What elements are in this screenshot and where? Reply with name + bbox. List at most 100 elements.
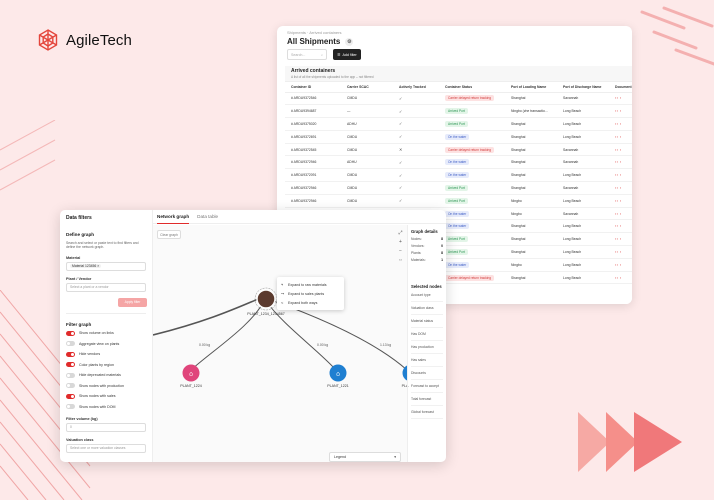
panel-title: Arrived containers <box>291 68 336 74</box>
graph-details-panel: Graph details Nodes: 8 Vendors: 0 Plants: 8 Ma… <box>407 225 446 462</box>
plant-node-right[interactable] <box>402 365 408 382</box>
toggle-row[interactable]: Show volume on links <box>66 329 146 337</box>
fullscreen-icon[interactable]: ⤢ <box>398 230 403 236</box>
filter-volume-field[interactable]: 0 <box>66 422 146 432</box>
toggle-row[interactable]: Show nodes with sales <box>66 392 146 400</box>
column-header[interactable]: Actively Tracked <box>393 82 439 93</box>
carrier-scac: CMDU <box>341 168 393 183</box>
document-icons[interactable]: ▪▪ ▪ <box>609 143 632 157</box>
document-icons[interactable]: ▪▪ ▪ <box>609 232 632 247</box>
clear-graph-button[interactable]: Clear graph <box>157 230 181 239</box>
document-icons[interactable]: ▪▪ ▪ <box>609 168 632 183</box>
document-dots-icon: ▪▪ ▪ <box>615 160 622 165</box>
container-status: On the water <box>439 155 505 170</box>
toggle-row[interactable]: Hide deprecated materials <box>66 371 146 379</box>
material-chip[interactable]: Material 123456 × <box>70 264 102 269</box>
material-field[interactable]: Material 123456 × <box>66 261 146 271</box>
graph-stat: Nodes: 8 <box>411 237 443 241</box>
plant-node-1224[interactable] <box>182 364 200 382</box>
column-header[interactable]: Carrier SCAC <box>341 82 393 93</box>
column-header[interactable]: Port of Loading Name <box>505 82 557 93</box>
document-icons[interactable]: ▪▪ ▪ <box>609 92 632 106</box>
status-badge: Arrived Port <box>445 108 468 115</box>
search-input[interactable]: Search... ⌕ <box>287 49 327 60</box>
actively-tracked: ✓ <box>393 155 439 170</box>
main-plant-node[interactable] <box>256 289 276 309</box>
table-row[interactable]: # ARDU9372946 CMDU ✓ Arrived Port Shanghai Sa… <box>285 181 632 195</box>
document-icons[interactable]: ▪▪ ▪ <box>609 117 632 131</box>
selected-node-field: Account type <box>411 289 443 302</box>
toggle-switch[interactable] <box>66 372 75 378</box>
context-menu-item[interactable]: ⤳ Expand to sales plants <box>281 289 340 298</box>
toggle-switch[interactable] <box>66 351 75 357</box>
table-row[interactable]: # ARDU9372091 CMDU ✓ On the water Shanghai Lo… <box>285 168 632 183</box>
tab-network-graph[interactable]: Network graph <box>157 214 190 224</box>
container-id: # ARDU9372545 <box>285 143 341 157</box>
table-row[interactable]: # ARDU9372545 CMDU ✕ Carrier delayed return… <box>285 143 632 157</box>
settings-icon[interactable]: ⚙ <box>345 37 354 46</box>
document-icons[interactable]: ▪▪ ▪ <box>609 207 632 221</box>
zoom-in-icon[interactable]: + <box>399 239 402 245</box>
valuation-class-field[interactable]: Select one or more valuation classes <box>66 443 146 453</box>
toggle-row[interactable]: Aggregate view on plants <box>66 340 146 348</box>
chevron-down-icon: ▾ <box>394 455 396 459</box>
plant-vendor-field[interactable]: Select a plant or a vendor <box>66 282 146 292</box>
stat-label: Plants: <box>411 251 422 255</box>
plant-node-1221[interactable] <box>329 364 347 382</box>
document-dots-icon: ▪▪ ▪ <box>615 121 622 126</box>
legend-dropdown[interactable]: Legend ▾ <box>329 452 401 462</box>
table-row[interactable]: # ARDU9372946 ADHU ✓ On the water Shanghai Sa… <box>285 155 632 170</box>
column-header[interactable]: Container Status <box>439 82 505 93</box>
stat-value: 8 <box>441 237 443 241</box>
container-status: Arrived Port <box>439 117 505 131</box>
context-menu-item[interactable]: ⑂ Expand to raw materials <box>281 280 340 289</box>
zoom-out-icon[interactable]: − <box>399 248 402 254</box>
column-header[interactable]: Document <box>609 82 632 93</box>
apply-filter-button[interactable]: Apply filter <box>118 297 147 307</box>
table-row[interactable]: # ARDU9372691 CMDU ✓ On the water Shanghai Lo… <box>285 130 632 144</box>
filter-graph-title: Filter graph <box>66 321 92 327</box>
graph-canvas[interactable]: ⌂ ⌂ Clear graph ⑂ Expand to raw materials… <box>153 225 408 462</box>
toggle-row[interactable]: Hide vendors <box>66 350 146 358</box>
toggle-row[interactable]: Color plants by region <box>66 361 146 369</box>
table-row[interactable]: # ARDU9375020 ADHU ✓ Arrived Port Shanghai Lo… <box>285 117 632 131</box>
toggle-row[interactable]: Show nodes with production <box>66 382 146 390</box>
toggle-switch[interactable] <box>66 362 75 368</box>
status-badge: Carrier delayed return tracking <box>445 274 495 281</box>
fit-view-icon[interactable]: ⇔ <box>398 257 403 263</box>
document-icons[interactable]: ▪▪ ▪ <box>609 155 632 170</box>
toggle-switch[interactable] <box>66 341 75 347</box>
document-icons[interactable]: ▪▪ ▪ <box>609 219 632 234</box>
material-chip-text: Material 123456 <box>72 264 97 269</box>
toggle-switch[interactable] <box>66 404 75 410</box>
document-icons[interactable]: ▪▪ ▪ <box>609 194 632 208</box>
document-icons[interactable]: ▪▪ ▪ <box>609 104 632 119</box>
selected-node-field: Total forecast <box>411 393 443 406</box>
toggle-switch[interactable] <box>66 330 75 336</box>
stat-value: 1 <box>441 258 443 262</box>
toggle-row[interactable]: Show nodes with DOM <box>66 403 146 411</box>
chip-close-icon[interactable]: × <box>97 264 100 269</box>
column-header[interactable]: Port of Discharge Name <box>557 82 609 93</box>
port-of-discharge: Long Beach <box>557 271 609 285</box>
document-icons[interactable]: ▪▪ ▪ <box>609 258 632 272</box>
table-row[interactable]: # ARDU9372946 CMDU ✓ Arrived Port Ningbo Long… <box>285 194 632 208</box>
add-filter-button[interactable]: ☰ Add filter <box>333 49 361 60</box>
document-dots-icon: ▪▪ ▪ <box>615 185 622 190</box>
document-icons[interactable]: ▪▪ ▪ <box>609 271 632 285</box>
toggle-switch[interactable] <box>66 393 75 399</box>
tab-data-table[interactable]: Data table <box>197 214 219 219</box>
stat-label: Vendors: <box>411 244 425 248</box>
context-menu-item[interactable]: < Expand both ways <box>281 298 340 307</box>
decorative-lines-left-upper <box>0 120 56 191</box>
document-icons[interactable]: ▪▪ ▪ <box>609 130 632 144</box>
toggle-switch[interactable] <box>66 383 75 389</box>
container-id: # ARDU9394687 <box>285 104 341 119</box>
table-row[interactable]: # ARDU9372546 CMDU ✓ Carrier delayed return… <box>285 92 632 106</box>
document-icons[interactable]: ▪▪ ▪ <box>609 181 632 195</box>
column-header[interactable]: Container ID <box>285 82 341 93</box>
page-title-text: All Shipments <box>287 37 341 46</box>
table-row[interactable]: # ARDU9394687— ✓ Arrived Port Ningbo (zhe t… <box>285 104 632 119</box>
document-icons[interactable]: ▪▪ ▪ <box>609 245 632 259</box>
toggle-label: Show volume on links <box>79 331 114 336</box>
